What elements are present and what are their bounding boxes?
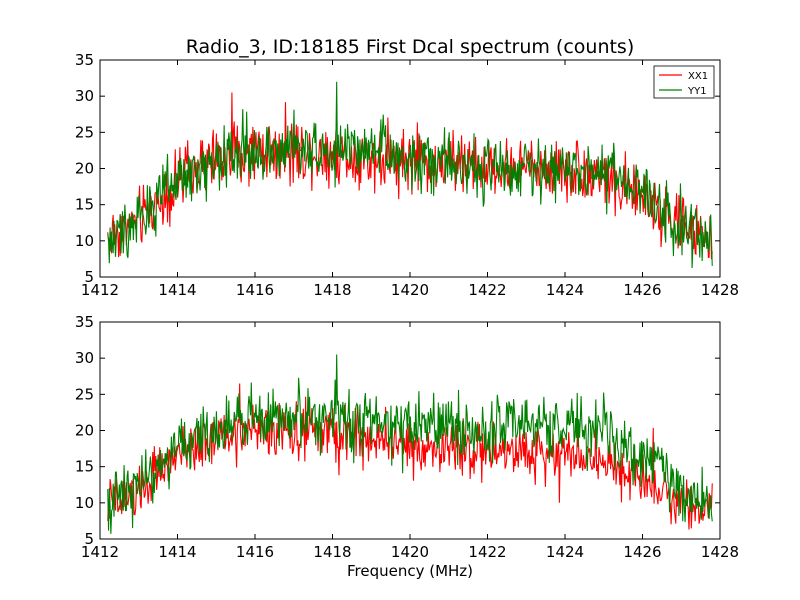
x-tick-label: 1416: [236, 543, 274, 561]
x-tick-label: 1420: [391, 543, 429, 561]
y-tick-label: 5: [84, 530, 94, 548]
y-tick-label: 35: [75, 51, 94, 69]
y-tick-label: 20: [75, 422, 94, 440]
legend-box: [653, 65, 715, 99]
series-line-yy1-top: [107, 81, 713, 268]
y-tick-label: 30: [75, 349, 94, 367]
x-tick-label: 1428: [701, 543, 739, 561]
y-tick-label: 20: [75, 160, 94, 178]
x-tick-label: 1426: [623, 543, 661, 561]
x-tick-label: 1424: [546, 281, 584, 299]
x-tick-label: 1412: [81, 543, 119, 561]
y-tick-label: 10: [75, 494, 94, 512]
y-tick-label: 25: [75, 123, 94, 141]
y-tick-label: 35: [75, 313, 94, 331]
figure-title: Radio_3, ID:18185 First Dcal spectrum (c…: [186, 36, 635, 58]
x-tick-label: 1420: [391, 281, 429, 299]
x-tick-label: 1414: [158, 281, 196, 299]
x-tick-label: 1428: [701, 281, 739, 299]
x-tick-label: 1426: [623, 281, 661, 299]
y-tick-label: 10: [75, 232, 94, 250]
y-tick-label: 15: [75, 196, 94, 214]
x-axis-label: Frequency (MHz): [347, 562, 473, 580]
x-tick-label: 1418: [313, 543, 351, 561]
series-line-yy1-bottom: [107, 354, 713, 534]
y-tick-label: 15: [75, 458, 94, 476]
top-panel: 1412 1414 1416 1418 1420 1422 1424 1426 1428 5 10 1…: [75, 51, 739, 299]
y-tick-label: 5: [84, 268, 94, 286]
legend-label-yy1: YY1: [687, 86, 707, 97]
x-tick-label: 1414: [158, 543, 196, 561]
legend-label-xx1: XX1: [688, 71, 708, 82]
y-tick-label: 25: [75, 385, 94, 403]
y-tick-label: 30: [75, 87, 94, 105]
bottom-panel: 1412 1414 1416 1418 1420 1422 1424 1426 1428 5 10 1…: [75, 313, 739, 561]
x-tick-label: 1422: [468, 281, 506, 299]
x-tick-label: 1412: [81, 281, 119, 299]
x-tick-label: 1416: [236, 281, 274, 299]
x-tick-label: 1424: [546, 543, 584, 561]
x-tick-label: 1422: [468, 543, 506, 561]
x-tick-label: 1418: [313, 281, 351, 299]
